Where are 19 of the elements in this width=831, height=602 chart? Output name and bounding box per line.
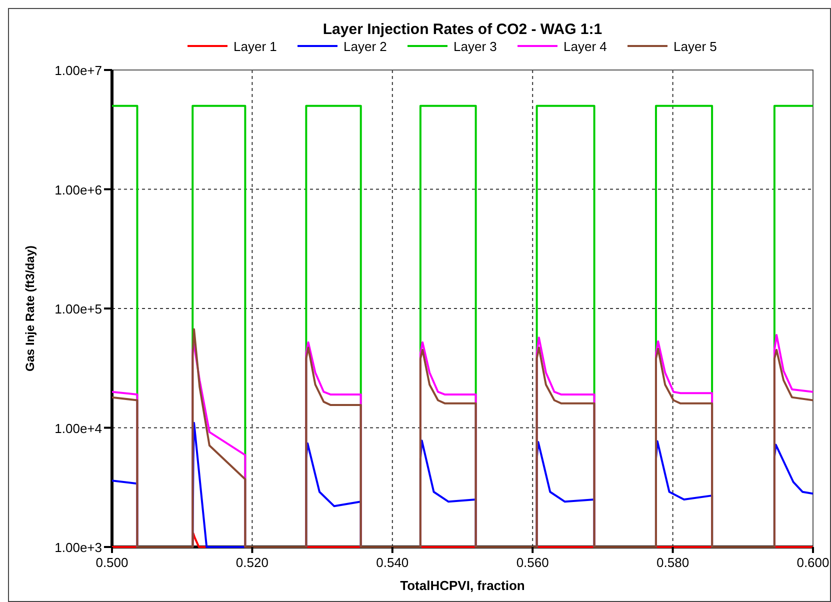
x-tick-label: 0.580 xyxy=(656,555,690,570)
x-tick-label: 0.600 xyxy=(796,555,830,570)
y-tick-label: 1.00e+4 xyxy=(54,420,102,436)
legend-label: Layer 2 xyxy=(344,39,387,54)
x-tick-label: 0.540 xyxy=(376,555,409,570)
legend-label: Layer 1 xyxy=(234,39,277,54)
legend-label: Layer 5 xyxy=(674,39,717,54)
chart-title: Layer Injection Rates of CO2 - WAG 1:1 xyxy=(322,21,602,38)
y-tick-label: 1.00e+3 xyxy=(54,540,102,555)
y-axis-title: Gas Inje Rate (ft3/day) xyxy=(23,245,37,372)
x-tick-label: 0.500 xyxy=(96,555,128,570)
x-axis-title: TotalHCPVI, fraction xyxy=(400,578,525,593)
y-tick-label: 1.00e+7 xyxy=(54,63,102,78)
x-tick-label: 0.560 xyxy=(516,555,549,570)
y-tick-label: 1.00e+5 xyxy=(54,302,102,316)
y-tick-label: 1.00e+6 xyxy=(54,182,102,198)
legend-label: Layer 4 xyxy=(564,39,607,54)
x-tick-label: 0.520 xyxy=(236,555,268,570)
legend-label: Layer 3 xyxy=(454,39,497,54)
